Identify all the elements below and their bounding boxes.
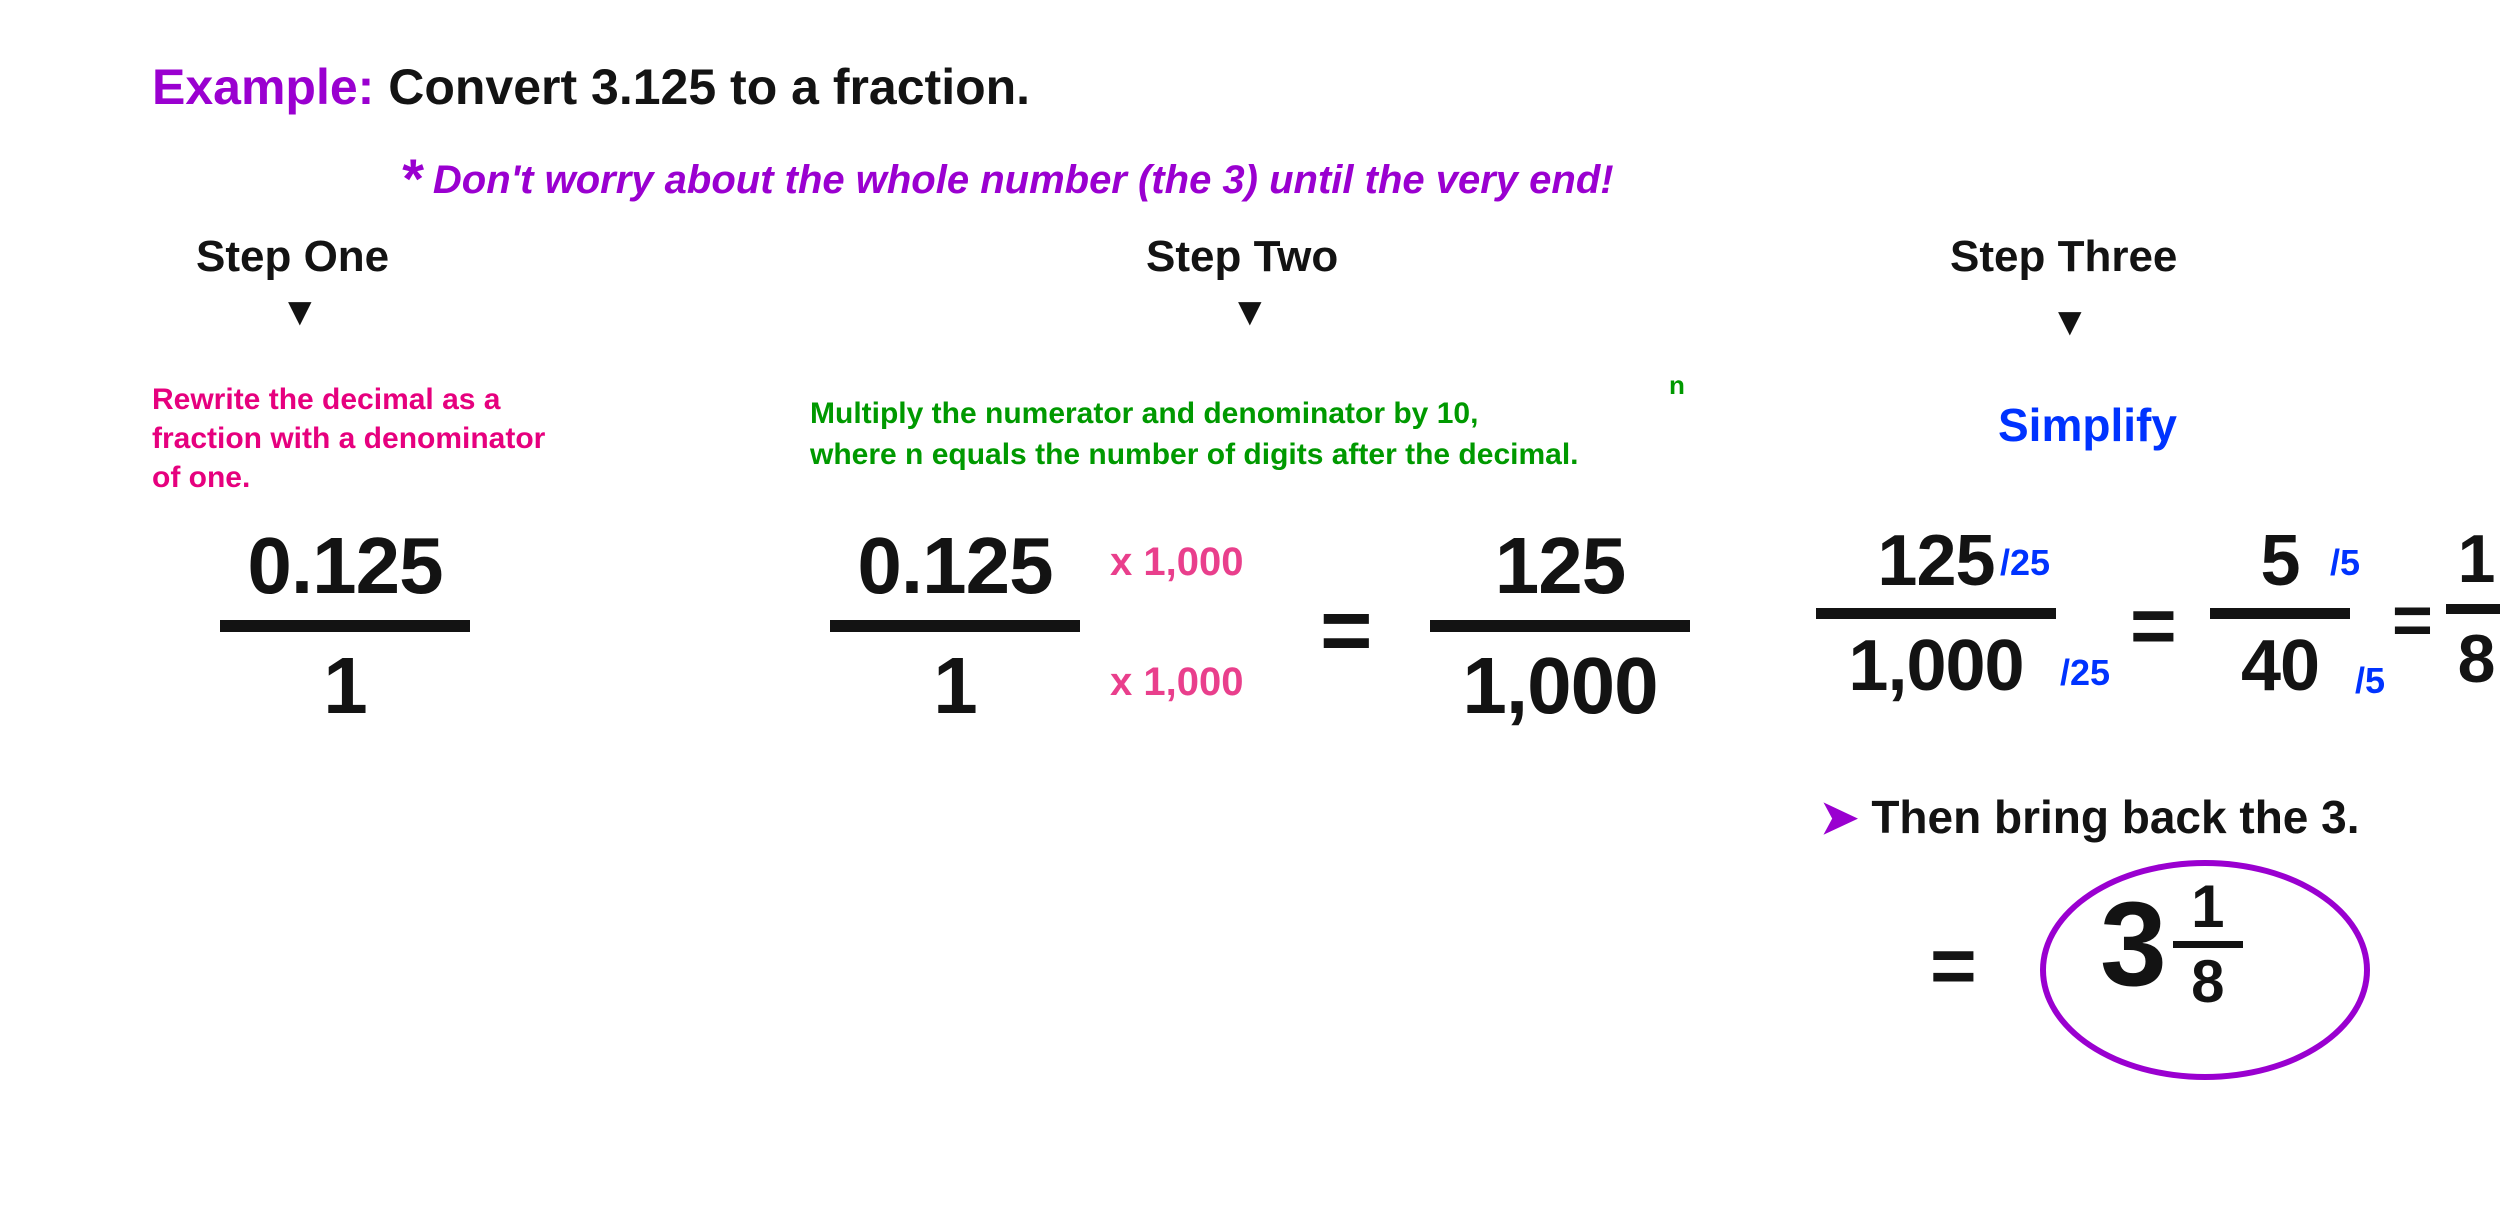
example-prefix: Example: <box>152 59 374 115</box>
step-two-right-denominator: 1,000 <box>1462 640 1657 732</box>
mult-bot-label: x 1,000 <box>1110 660 1243 705</box>
step-one-denominator: 1 <box>323 640 367 732</box>
f1-div-top: /25 <box>2000 542 2050 584</box>
tip-text: Don't worry about the whole number (the … <box>422 158 1614 202</box>
fraction-bar <box>220 620 470 632</box>
step-two-arrow-icon: ▼ <box>1230 290 1270 335</box>
fraction-bar <box>2173 941 2243 948</box>
bring-back-text: Then bring back the 3. <box>1859 791 2360 843</box>
step-one-instruction: Rewrite the decimal as a fraction with a… <box>152 380 572 497</box>
f1-denominator: 1,000 <box>1848 625 2023 707</box>
step-three-header: Step Three <box>1950 232 2177 282</box>
example-title: Example: Convert 3.125 to a fraction. <box>152 58 1030 116</box>
step-one-fraction: 0.125 1 <box>220 520 470 732</box>
step-two-superscript: n <box>1669 370 1685 401</box>
step-three-eq1: = <box>2130 580 2177 672</box>
step-three-f3: 1 8 <box>2446 520 2500 698</box>
step-one-header: Step One <box>196 232 389 282</box>
example-text: Convert 3.125 to a fraction. <box>374 59 1030 115</box>
f2-numerator: 5 <box>2260 520 2299 602</box>
step-one-arrow-icon: ▼ <box>280 290 320 335</box>
final-denominator: 8 <box>2191 952 2224 1012</box>
step-two-left-denominator: 1 <box>933 640 977 732</box>
step-three-arrow-icon: ▼ <box>2050 300 2090 345</box>
bring-back-arrow-icon: ➤ <box>1820 791 1859 843</box>
step-two-right-fraction: 125 1,000 <box>1430 520 1690 732</box>
step-two-left-fraction: 0.125 1 <box>830 520 1080 732</box>
tip-line: * Don't worry about the whole number (th… <box>400 146 1614 211</box>
final-equals: = <box>1930 920 1977 1012</box>
step-two-instruction-line1: Multiply the numerator and denominator b… <box>810 397 1478 430</box>
fraction-bar <box>830 620 1080 632</box>
fraction-bar <box>1430 620 1690 632</box>
f2-denominator: 40 <box>2241 625 2319 707</box>
step-three-eq2: = <box>2392 580 2433 660</box>
fraction-bar <box>2446 604 2500 614</box>
step-two-equals: = <box>1320 580 1373 683</box>
step-one-numerator: 0.125 <box>247 520 442 612</box>
step-two-instruction: Multiply the numerator and denominator b… <box>810 394 1710 475</box>
f3-numerator: 1 <box>2458 520 2495 598</box>
f1-numerator: 125 <box>1877 520 1994 602</box>
mult-top-label: x 1,000 <box>1110 540 1243 585</box>
f3-denominator: 8 <box>2458 620 2495 698</box>
fraction-bar <box>2210 608 2350 619</box>
final-fraction: 1 8 <box>2173 877 2243 1012</box>
step-two-right-numerator: 125 <box>1495 520 1625 612</box>
final-mixed-number: 3 1 8 <box>2100 875 2243 1013</box>
step-two-left-numerator: 0.125 <box>857 520 1052 612</box>
step-three-instruction: Simplify <box>1998 396 2177 456</box>
bring-back-line: ➤ Then bring back the 3. <box>1820 790 2360 844</box>
f2-div-top: /5 <box>2330 542 2360 584</box>
final-numerator: 1 <box>2191 877 2224 937</box>
final-whole: 3 <box>2100 875 2167 1013</box>
f1-div-bot: /25 <box>2060 652 2110 694</box>
step-two-header: Step Two <box>1146 232 1338 282</box>
tip-star: * <box>400 147 422 210</box>
step-three-f2: 5 40 <box>2210 520 2350 707</box>
f2-div-bot: /5 <box>2355 660 2385 702</box>
step-two-instruction-line2: where n equals the number of digits afte… <box>810 438 1579 471</box>
fraction-bar <box>1816 608 2056 619</box>
